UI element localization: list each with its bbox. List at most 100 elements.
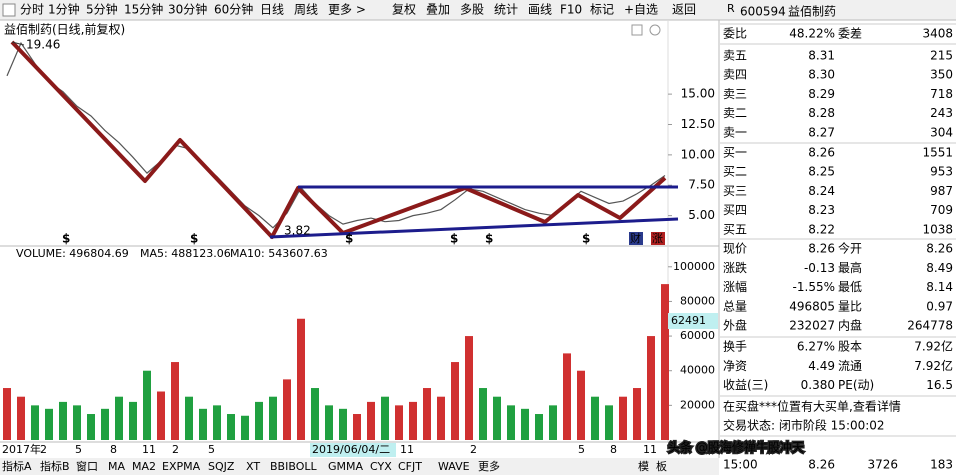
volume-bar [619, 396, 627, 440]
toolbar-button[interactable]: 复权 [392, 3, 416, 17]
indicator-tab[interactable]: CFJT [398, 460, 422, 473]
toolbar-button[interactable]: 1分钟 [48, 2, 80, 17]
stat-value: 8.26 [808, 242, 835, 256]
zoom-icon[interactable] [649, 24, 661, 36]
volume-bar [17, 396, 25, 440]
stat-label: 换手 [723, 340, 747, 354]
finance-marker[interactable]: 财 [630, 231, 641, 245]
bid-price: 8.25 [808, 165, 835, 179]
volume-bar [283, 379, 291, 440]
y-tick-label: 5.00 [688, 208, 715, 222]
indicator-tab[interactable]: 指标A [2, 459, 32, 473]
volume-bar [311, 388, 319, 440]
volume-bar [437, 396, 445, 440]
toolbar-button[interactable]: 日线 [260, 3, 284, 17]
stock-name: 益佰制药 [788, 5, 836, 19]
volume-bar [101, 408, 109, 440]
stat-label: 最高 [838, 260, 862, 275]
toolbar-button[interactable]: 5分钟 [86, 2, 118, 17]
ask-price: 8.29 [808, 87, 835, 101]
indicator-tab[interactable]: 更多 [478, 459, 500, 473]
x-tick-label: 2 [470, 443, 477, 456]
volume-bar [73, 405, 81, 440]
toolbar-button[interactable]: 15分钟 [124, 2, 163, 17]
indicator-tab[interactable]: MA [108, 460, 125, 473]
menu-icon[interactable] [2, 3, 16, 17]
volume-bar [115, 396, 123, 440]
volume-bar [465, 336, 473, 440]
low-label: 3.82 [284, 224, 311, 238]
toolbar-button[interactable]: 多股 [460, 3, 484, 17]
toolbar-button[interactable]: F10 [560, 3, 582, 17]
toolbar-button[interactable]: 叠加 [426, 3, 450, 17]
dividend-marker[interactable]: $ [345, 232, 353, 246]
dividend-marker[interactable]: $ [582, 232, 590, 246]
indicator-tab[interactable]: EXPMA [162, 460, 201, 473]
toolbar-button[interactable]: 更多 > [328, 3, 366, 17]
indicator-tab[interactable]: XT [246, 460, 260, 473]
bid-label: 买一 [723, 146, 747, 160]
indicator-tab[interactable]: SQJZ [208, 460, 235, 473]
limit-marker[interactable]: 涨 [652, 232, 663, 245]
volume-bar [129, 401, 137, 440]
indicator-tab[interactable]: GMMA [328, 460, 364, 473]
bid-price: 8.23 [808, 203, 835, 217]
volume-bar [479, 388, 487, 440]
toolbar-button[interactable]: 分时 [20, 3, 44, 17]
toolbar-button[interactable]: 30分钟 [168, 2, 207, 17]
y-tick-label: 7.50 [688, 178, 715, 192]
indicator-tab[interactable]: BBIBOLL [270, 460, 317, 473]
dividend-marker[interactable]: $ [450, 232, 458, 246]
toolbar-button[interactable]: 周线 [294, 3, 318, 17]
volume-bar [199, 408, 207, 440]
bid-price: 8.24 [808, 184, 835, 198]
toolbar-button[interactable]: 统计 [494, 3, 518, 17]
high-label: 19.46 [26, 38, 60, 52]
stat-value: 0.97 [926, 299, 953, 313]
stat-value: 264778 [907, 319, 953, 333]
indicator-tab[interactable]: WAVE [438, 460, 470, 473]
settings-icon[interactable] [631, 24, 643, 36]
stat-value: 4.49 [808, 359, 835, 373]
indicator-tab[interactable]: 模 [638, 460, 649, 473]
indicator-tab[interactable]: 指标B [40, 459, 70, 473]
ask-volume: 215 [930, 49, 953, 63]
y-tick-label: 15.00 [681, 87, 715, 101]
dividend-marker[interactable]: $ [190, 232, 198, 246]
trend-line [10, 40, 667, 239]
volume-label: VOLUME: 496804.69 [16, 247, 129, 260]
y-tick-label: 10.00 [681, 147, 715, 161]
toolbar-button[interactable]: 返回 [672, 3, 696, 17]
user-drawings [10, 40, 679, 239]
chart-title: 益佰制药(日线,前复权) [4, 22, 125, 37]
y-tick-label: 100000 [673, 260, 715, 273]
toolbar-button[interactable]: +自选 [624, 3, 658, 17]
volume-bar [633, 388, 641, 440]
toolbar-button[interactable]: 60分钟 [214, 2, 253, 17]
indicator-tab[interactable]: 板 [656, 459, 667, 473]
indicator-tab[interactable]: MA2 [132, 460, 156, 473]
stat-label: PE(动) [838, 378, 874, 392]
stat-value: 7.92亿 [914, 339, 953, 354]
status: 交易状态: 闭市阶段 15:00:02 [723, 418, 885, 433]
volume-bar [143, 370, 151, 440]
indicator-tab[interactable]: CYX [370, 460, 392, 473]
x-tick-label: 5 [208, 443, 215, 456]
ma5-label: MA5: 488123.06 [140, 247, 231, 260]
volume-bar [171, 362, 179, 440]
dividend-marker[interactable]: $ [485, 232, 493, 246]
x-tick-label: 5 [578, 443, 585, 456]
volume-bar [367, 401, 375, 440]
notice[interactable]: 在买盘***位置有大买单,查看详情 [723, 399, 901, 414]
toolbar-button[interactable]: 画线 [528, 3, 552, 17]
stat-label: 外盘 [723, 318, 747, 333]
volume-bar [661, 284, 669, 440]
volume-bar [339, 408, 347, 440]
volume-bar [59, 401, 67, 440]
dividend-marker[interactable]: $ [62, 232, 70, 246]
indicator-tab[interactable]: 窗口 [76, 459, 98, 473]
volume-bar [409, 401, 417, 440]
toolbar-button[interactable]: 标记 [590, 3, 614, 17]
volume-bar [213, 405, 221, 440]
